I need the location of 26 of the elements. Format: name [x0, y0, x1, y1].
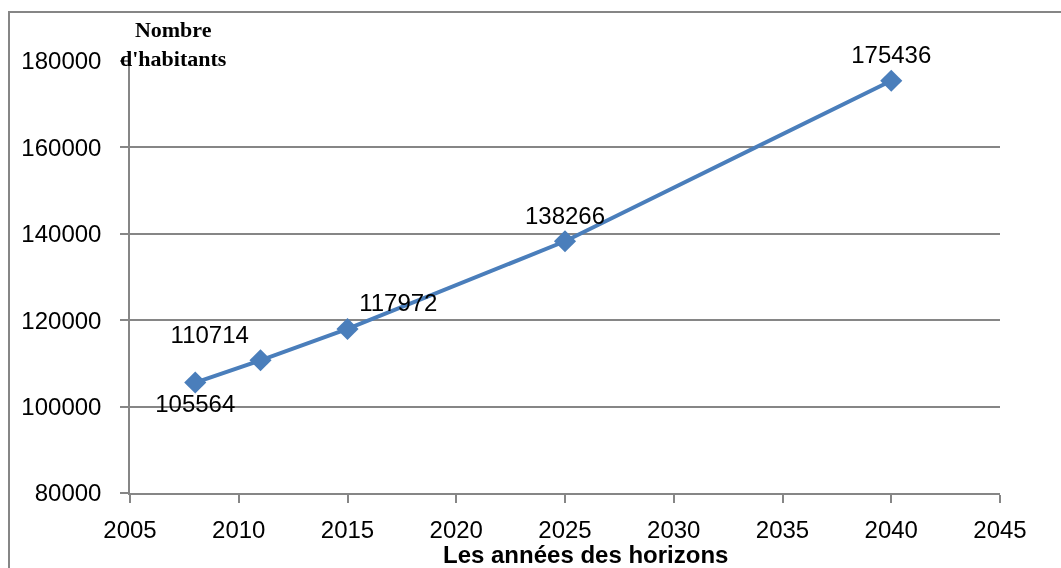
point	[553, 230, 577, 253]
point	[249, 349, 272, 372]
x-tick-label: 2020	[429, 515, 483, 543]
y-tick-label: 80000	[34, 479, 102, 507]
y-tick-label: 180000	[21, 47, 102, 75]
data-label: 138266	[524, 201, 606, 229]
data-label: 105564	[155, 390, 236, 418]
data-label: 110714	[170, 320, 249, 348]
y-tick-label: 120000	[21, 306, 102, 334]
y-tick-label: 140000	[21, 220, 102, 248]
point	[880, 69, 903, 92]
x-tick-label: 2040	[864, 515, 918, 543]
y-tick-label: 160000	[21, 133, 102, 161]
x-tick-label: 2035	[755, 515, 810, 543]
x-tick-label: 2010	[212, 515, 266, 543]
x-tick-label: 2025	[538, 515, 592, 543]
x-tick-label: 2015	[320, 515, 375, 543]
y-axis-title: Nombre d'habitants	[120, 17, 227, 71]
x-tick-label: 2030	[647, 515, 701, 543]
data-label: 175436	[851, 41, 932, 69]
x-tick-label: 2005	[103, 515, 157, 543]
x-axis-title: Les années des horizons	[443, 541, 729, 568]
point	[336, 317, 359, 341]
x-tick-label: 2045	[973, 515, 1027, 543]
y-tick-label: 100000	[21, 393, 102, 420]
point	[184, 371, 207, 394]
